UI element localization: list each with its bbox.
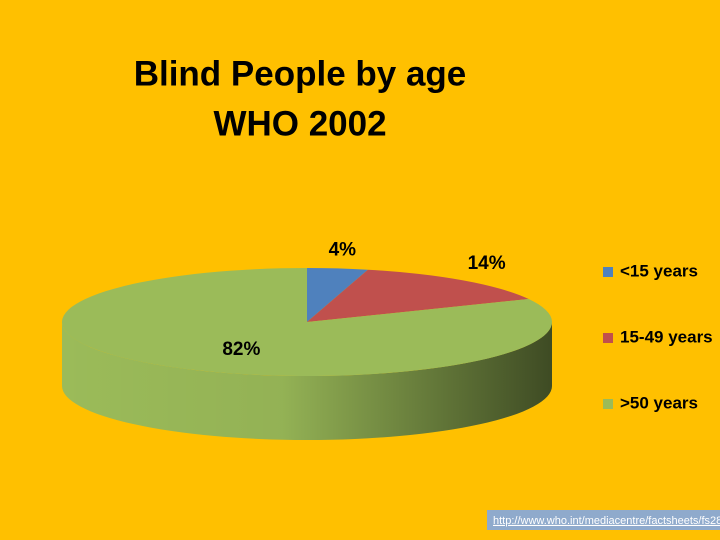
source-link[interactable]: http://www.who.int/mediacentre/factsheet… (493, 515, 720, 527)
legend-label: 15-49 years (620, 327, 713, 346)
pie: 4% 14% 82% (62, 239, 553, 440)
slice (307, 268, 368, 322)
source-box (487, 510, 720, 530)
data-label: 4% (329, 239, 357, 260)
legend-label: <15 years (620, 261, 698, 280)
legend-swatch (603, 333, 613, 343)
legend-swatch (603, 267, 613, 277)
slice (307, 269, 529, 322)
legend: <15 years 15-49 years >50 years (603, 261, 713, 412)
chart-title: Blind People by age (134, 54, 467, 93)
data-label: 14% (468, 253, 506, 274)
slice-side-shade (62, 322, 552, 440)
legend-label: >50 years (620, 393, 698, 412)
slice (62, 268, 553, 376)
legend-swatch (603, 399, 613, 409)
source-link-text[interactable]: http://www.who.int/mediacentre/factsheet… (493, 515, 720, 527)
data-label: 82% (222, 339, 260, 360)
chart-subtitle: WHO 2002 (213, 104, 386, 143)
